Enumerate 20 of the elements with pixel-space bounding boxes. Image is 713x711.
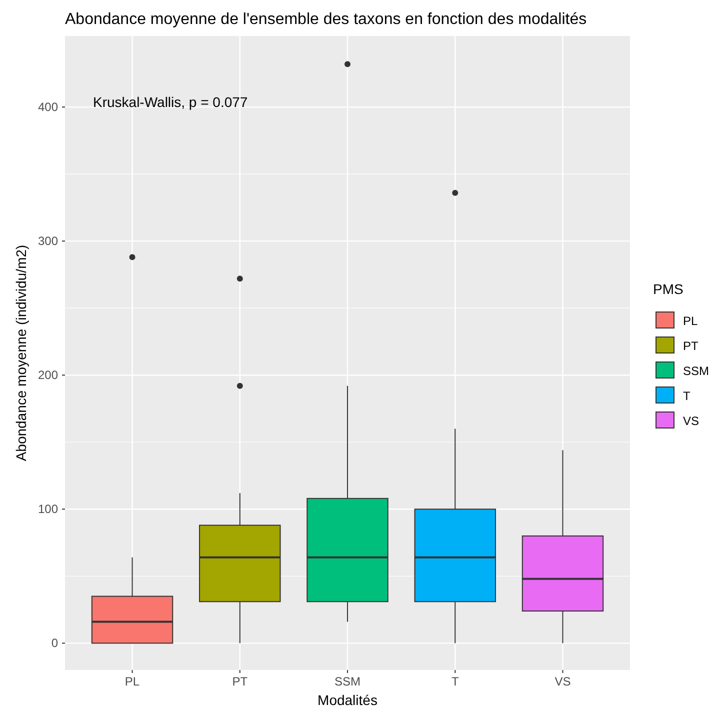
legend-label: SSM bbox=[683, 364, 710, 378]
x-tick-label: PL bbox=[124, 674, 140, 689]
chart-title: Abondance moyenne de l'ensemble des taxons en fonction des modalités bbox=[65, 11, 587, 28]
y-tick-label: 100 bbox=[38, 502, 58, 516]
annotation: Kruskal-Wallis, p = 0.077 bbox=[93, 94, 248, 110]
y-tick-label: 300 bbox=[38, 234, 58, 248]
x-tick-label: PT bbox=[232, 674, 248, 689]
x-tick-label: VS bbox=[554, 674, 571, 689]
legend-label: PT bbox=[683, 339, 700, 353]
legend-title: PMS bbox=[653, 281, 684, 297]
x-axis-title: Modalités bbox=[318, 692, 378, 708]
y-tick-label: 0 bbox=[51, 636, 58, 650]
x-tick-label: SSM bbox=[334, 674, 361, 689]
y-axis-title: Abondance moyenne (individu/m2) bbox=[13, 244, 29, 462]
legend-label: PL bbox=[683, 314, 698, 328]
legend-label: T bbox=[683, 389, 691, 403]
legend-label: VS bbox=[683, 414, 700, 428]
x-tick-label: T bbox=[451, 674, 460, 689]
y-tick-label: 400 bbox=[38, 100, 58, 114]
y-tick-label: 200 bbox=[38, 368, 58, 382]
